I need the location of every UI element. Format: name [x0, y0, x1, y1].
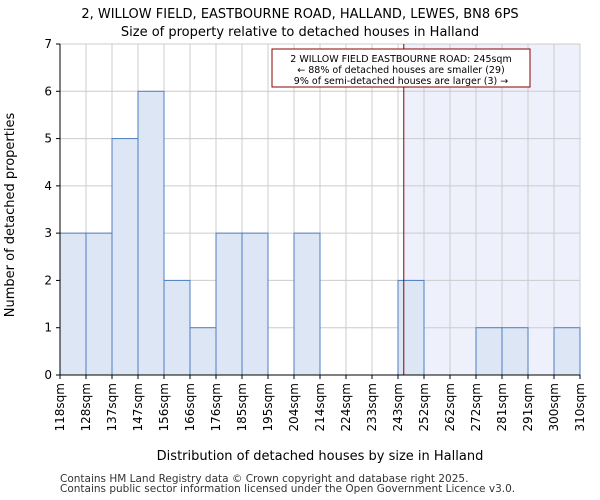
- x-tick-label: 300sqm: [547, 383, 561, 431]
- x-tick-label: 204sqm: [287, 383, 301, 431]
- x-tick-label: 291sqm: [521, 383, 535, 431]
- y-tick-label: 1: [44, 321, 52, 335]
- bar: [501, 327, 529, 376]
- y-tick-label: 6: [44, 84, 52, 98]
- y-tick-label: 5: [44, 132, 52, 146]
- x-tick-label: 281sqm: [495, 383, 509, 431]
- bar: [189, 327, 217, 376]
- bar: [85, 232, 113, 376]
- x-tick-label: 252sqm: [417, 383, 431, 431]
- x-tick-label: 262sqm: [443, 383, 457, 431]
- bar: [241, 232, 269, 376]
- bar: [59, 232, 87, 376]
- x-tick-label: 185sqm: [235, 383, 249, 431]
- x-tick-label: 156sqm: [157, 383, 171, 431]
- chart-title-line2: Size of property relative to detached ho…: [121, 25, 479, 40]
- x-tick-label: 137sqm: [105, 383, 119, 431]
- annotation-line2: ← 88% of detached houses are smaller (29…: [297, 65, 504, 76]
- x-tick-label: 224sqm: [339, 383, 353, 431]
- y-tick-label: 3: [44, 226, 52, 240]
- y-tick-label: 0: [44, 368, 52, 382]
- x-tick-label: 310sqm: [573, 383, 587, 431]
- y-tick-label: 4: [44, 179, 52, 193]
- bar: [293, 232, 321, 376]
- bar: [111, 138, 139, 376]
- x-tick-label: 166sqm: [183, 383, 197, 431]
- x-tick-label: 118sqm: [53, 383, 67, 431]
- annotation-line3: 9% of semi-detached houses are larger (3…: [294, 76, 508, 87]
- x-tick-label: 214sqm: [313, 383, 327, 431]
- bar: [137, 90, 165, 376]
- x-axis-label: Distribution of detached houses by size …: [157, 449, 484, 464]
- annotation-line1: 2 WILLOW FIELD EASTBOURNE ROAD: 245sqm: [290, 54, 511, 65]
- bar: [475, 327, 503, 376]
- x-tick-label: 176sqm: [209, 383, 223, 431]
- x-tick-label: 128sqm: [79, 383, 93, 431]
- y-tick-label: 7: [44, 37, 52, 51]
- bars: [59, 90, 581, 376]
- bar: [553, 327, 581, 376]
- chart-title-line1: 2, WILLOW FIELD, EASTBOURNE ROAD, HALLAN…: [81, 7, 518, 22]
- x-tick-label: 243sqm: [391, 383, 405, 431]
- annotation-box: 2 WILLOW FIELD EASTBOURNE ROAD: 245sqm ←…: [271, 48, 531, 88]
- x-tick-label: 233sqm: [365, 383, 379, 431]
- highlight-region: [403, 44, 580, 375]
- x-tick-label: 195sqm: [261, 383, 275, 431]
- footer-line2: Contains public sector information licen…: [60, 483, 516, 495]
- bar: [163, 279, 191, 376]
- bar: [215, 232, 243, 376]
- y-ticks: 0 1 2 3 4 5 6 7: [44, 37, 60, 382]
- bar: [397, 279, 425, 376]
- footer-line1: Contains HM Land Registry data © Crown c…: [60, 473, 469, 485]
- annotation-border: [271, 48, 531, 88]
- y-tick-label: 2: [44, 273, 52, 287]
- x-tick-label: 272sqm: [469, 383, 483, 431]
- x-tick-label: 147sqm: [131, 383, 145, 431]
- y-axis-label: Number of detached properties: [3, 113, 18, 318]
- x-ticks: 118sqm 128sqm 137sqm 147sqm 156sqm 166sqm 176s…: [53, 375, 587, 431]
